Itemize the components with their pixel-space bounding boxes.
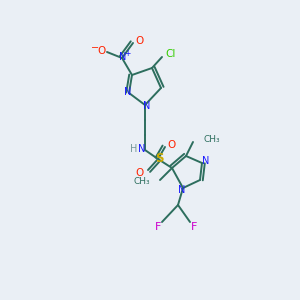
- Text: −: −: [91, 43, 99, 53]
- Text: F: F: [191, 222, 197, 232]
- Text: N: N: [124, 87, 132, 97]
- Text: N: N: [119, 52, 127, 62]
- Text: S: S: [155, 152, 163, 166]
- Text: O: O: [168, 140, 176, 150]
- Text: Cl: Cl: [166, 49, 176, 59]
- Text: H: H: [130, 144, 138, 154]
- Text: N: N: [202, 156, 210, 166]
- Text: N: N: [138, 144, 146, 154]
- Text: O: O: [135, 36, 143, 46]
- Text: F: F: [155, 222, 161, 232]
- Text: CH₃: CH₃: [203, 136, 220, 145]
- Text: CH₃: CH₃: [134, 178, 150, 187]
- Text: O: O: [136, 168, 144, 178]
- Text: N: N: [178, 185, 186, 195]
- Text: +: +: [124, 49, 130, 58]
- Text: O: O: [97, 46, 105, 56]
- Text: N: N: [143, 101, 151, 111]
